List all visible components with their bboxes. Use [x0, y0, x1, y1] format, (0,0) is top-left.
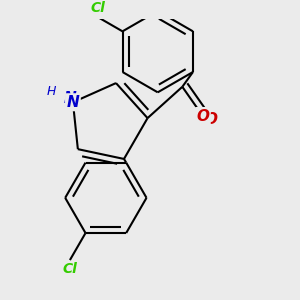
Text: Cl: Cl: [62, 262, 77, 276]
Text: N: N: [63, 92, 76, 106]
Text: H: H: [47, 85, 56, 98]
Text: O: O: [196, 109, 209, 124]
Text: Cl: Cl: [90, 1, 105, 15]
Text: N: N: [67, 95, 79, 110]
Text: O: O: [204, 112, 217, 127]
